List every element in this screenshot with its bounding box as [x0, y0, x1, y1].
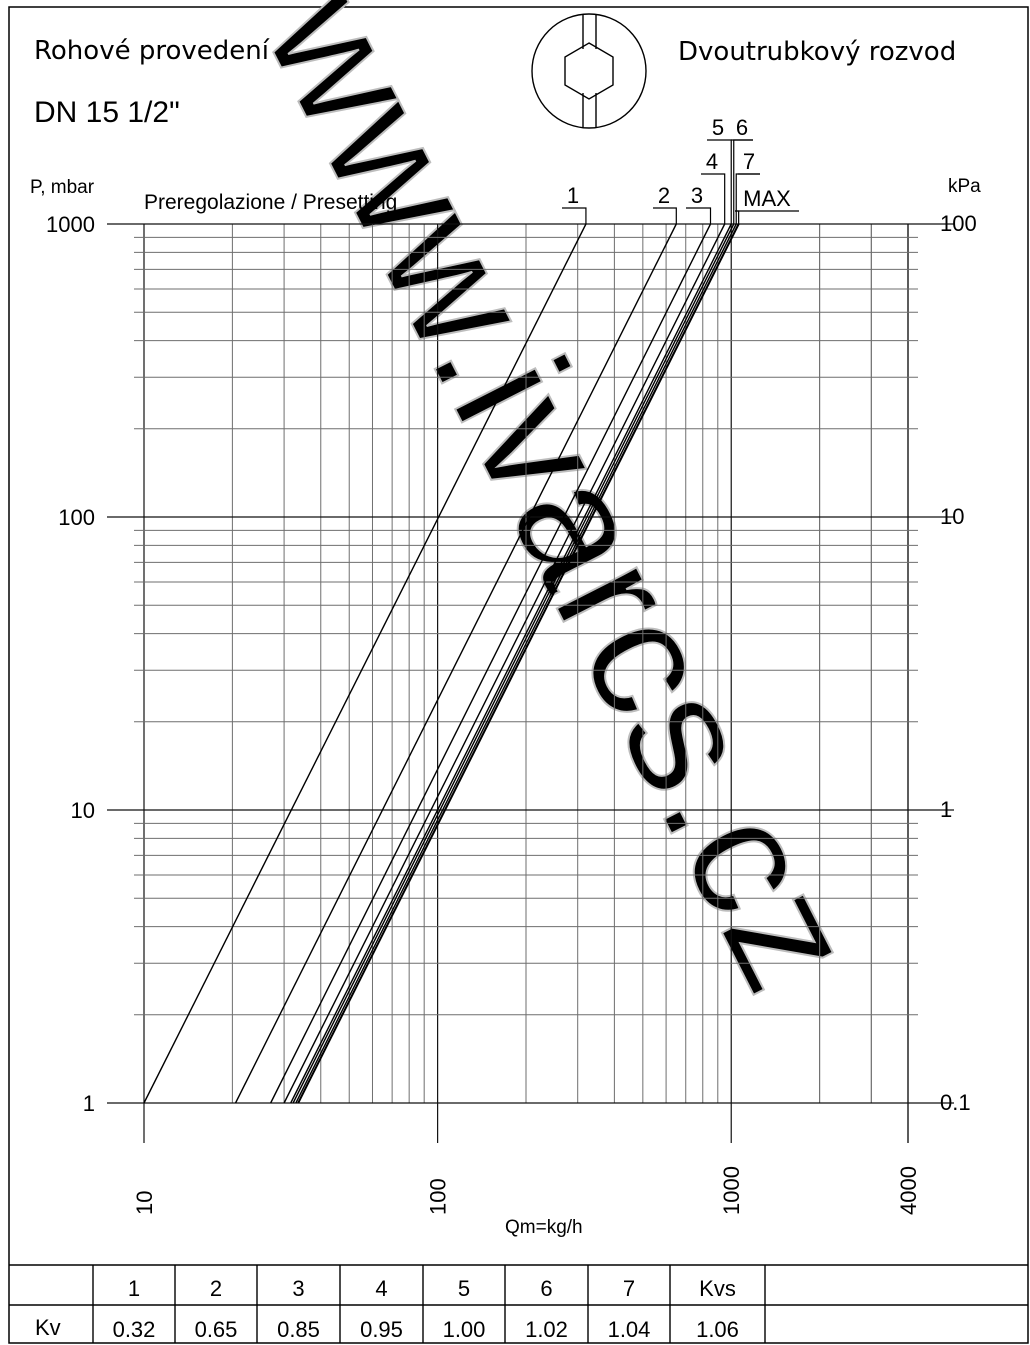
y-tick-label-left: 100 [58, 505, 95, 530]
table-value-cell: 1.06 [696, 1317, 739, 1342]
table-header-cell: 2 [210, 1276, 222, 1301]
curve-label-1: 1 [567, 183, 579, 208]
curve-7 [295, 223, 737, 1104]
curve-5 [290, 223, 732, 1104]
table-header-cell: 6 [540, 1276, 552, 1301]
curve-label-leader [584, 207, 587, 224]
y-tick-label-right: 10 [940, 504, 964, 529]
curve-label-leader [733, 139, 753, 224]
chart-grid [107, 223, 954, 1143]
y-tick-label-left: 1 [83, 1091, 95, 1116]
table-value-cell: 1.00 [443, 1317, 486, 1342]
curve-1 [143, 223, 587, 1104]
system-title: Dvoutrubkový rozvod [678, 37, 956, 67]
curve-label-leader [735, 210, 740, 224]
chart-ticks: 1 10 100 1000 0.1 1 10 100 10 100 1000 4000 [46, 211, 977, 1215]
table-value-cell: 1.04 [608, 1317, 651, 1342]
x-tick-label: 1000 [719, 1166, 744, 1215]
chart-curves [143, 223, 740, 1104]
curve-label-7: 7 [743, 149, 755, 174]
curve-label-leader [708, 207, 712, 224]
table-value-cell: 0.85 [277, 1317, 320, 1342]
table-header-cell: 5 [458, 1276, 470, 1301]
size-label: DN 15 1/2" [34, 96, 180, 129]
curve-6 [292, 223, 735, 1104]
y-tick-label-right: 1 [940, 797, 952, 822]
curve-label-leader [675, 207, 677, 224]
curve-label-max: MAX [743, 186, 791, 211]
y-axis-label-left: P, mbar [30, 177, 95, 198]
x-axis-label: Qm=kg/h [505, 1217, 583, 1238]
curve-label-4: 4 [706, 149, 718, 174]
curve-label-6: 6 [736, 115, 748, 140]
y-axis-label-right: kPa [948, 176, 981, 197]
y-tick-label-right: 0.1 [940, 1090, 971, 1115]
sheet-frame [8, 6, 1029, 1344]
kv-table: 1 2 3 4 5 6 7 Kvs Kv 0.32 0.65 0.85 0.95 1.00 1.02 1.04… [9, 1264, 1028, 1343]
table-header-cell: 4 [375, 1276, 387, 1301]
chart-curve-labels: 1 2 34 5 6 7 MAX [562, 115, 799, 224]
curve-label-leader [723, 173, 726, 224]
curve-max [297, 223, 740, 1104]
x-tick-label: 100 [426, 1178, 451, 1215]
table-header-cell: 7 [623, 1276, 635, 1301]
chart-title: Preregolazione / Presetting [144, 191, 397, 214]
view-title: Rohové provedení [34, 36, 270, 66]
table-row-label: Kv [35, 1315, 61, 1340]
table-header-cell: 1 [128, 1276, 140, 1301]
y-tick-label-left: 1000 [46, 212, 95, 237]
curve-4 [283, 223, 726, 1104]
y-tick-label-right: 100 [940, 211, 977, 236]
table-header-cell: Kvs [699, 1276, 736, 1301]
curve-label-3: 3 [691, 183, 703, 208]
watermark: www.ivarcs.cz [229, 0, 895, 1021]
x-tick-label: 4000 [896, 1166, 921, 1215]
curve-label-leader [735, 173, 760, 224]
y-tick-label-left: 10 [71, 798, 95, 823]
curve-3 [270, 223, 712, 1104]
x-tick-label: 10 [132, 1191, 157, 1215]
table-value-cell: 0.32 [113, 1317, 156, 1342]
curve-label-2: 2 [658, 183, 670, 208]
valve-icon [531, 13, 647, 129]
curve-label-5: 5 [712, 115, 724, 140]
table-value-cell: 0.95 [360, 1317, 403, 1342]
curve-label-leader [729, 139, 732, 224]
table-value-cell: 1.02 [525, 1317, 568, 1342]
curve-2 [234, 223, 677, 1104]
table-header-cell: 3 [292, 1276, 304, 1301]
table-value-cell: 0.65 [195, 1317, 238, 1342]
